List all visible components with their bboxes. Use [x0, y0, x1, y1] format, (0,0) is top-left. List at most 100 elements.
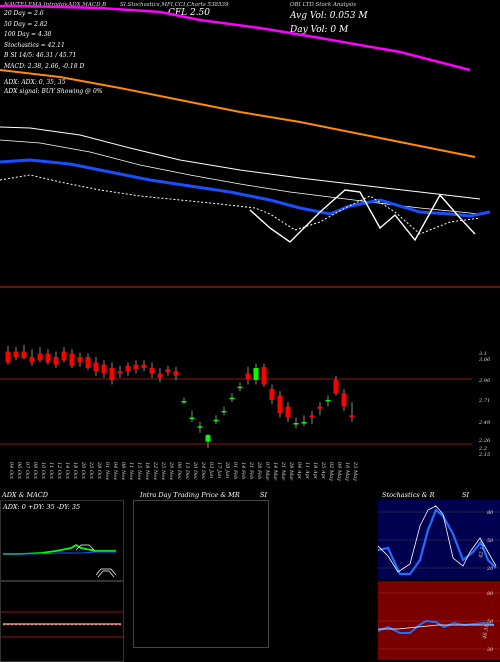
candle-body [341, 393, 347, 407]
candle-body [29, 357, 35, 363]
date-tick-label: 06 Dec [176, 462, 182, 480]
candle-body [301, 421, 307, 424]
indicator-100day: 100 Day = 4.38 [4, 31, 52, 38]
candle-body [101, 364, 107, 374]
candle-body [109, 368, 115, 381]
rsi-panel: 80 50 20 46.31 [378, 581, 500, 660]
candle-body [309, 415, 315, 418]
date-tick-label: 28 Oct [96, 461, 102, 480]
candle-body [277, 395, 283, 414]
indicator-rsi: B SI 14/5: 46.31 / 45.71 [4, 52, 77, 59]
ema-mid-line [0, 139, 481, 215]
candle-body [21, 351, 27, 359]
candle-body [245, 373, 251, 379]
indicator-block: 20 Day = 2.6 50 Day = 2.82 100 Day = 4.3… [4, 9, 84, 72]
date-tick-label: 28 Jan [224, 461, 230, 478]
intraday-si: SI [260, 491, 268, 499]
date-tick-label: 11 Nov [128, 462, 134, 480]
date-tick-label: 22 Nov [152, 461, 158, 480]
header-left-text: NAVTEJ EMA,Intraday,ADX,MACD,B [4, 2, 107, 8]
symbol-text: CFL 2.50 [168, 8, 211, 18]
ema-200-line [0, 4, 471, 72]
date-tick-label: 11 Apr [304, 462, 310, 480]
price-label: 3.1 [479, 351, 487, 357]
rsi-level: 80 [487, 591, 494, 597]
macd-marker-inner [97, 570, 115, 578]
stoch-level: 80 [487, 510, 494, 516]
adx-minus-line [3, 551, 116, 555]
candle-body [85, 357, 91, 368]
adx-panel: ADX: 0 +DY: 35 -DY: 35 [0, 500, 124, 581]
candle-body [69, 353, 75, 366]
date-tick-label: 18 Oct [72, 462, 78, 480]
date-tick-label: 14 Mar [272, 462, 278, 481]
adx-values: ADX: 0 +DY: 35 -DY: 35 [3, 503, 81, 511]
price-label: 2.49 [478, 420, 491, 426]
indicator-50day: 50 Day = 2.82 [4, 20, 48, 28]
date-tick-label: 04 Oct [8, 462, 14, 480]
date-tick-label: 02 May [328, 462, 334, 481]
date-tick-label: 07 Mar [264, 462, 270, 481]
candle-body [53, 357, 59, 365]
date-tick-label: 11 Oct [48, 462, 54, 480]
ema-50-line [0, 158, 491, 218]
price-line [249, 189, 476, 243]
macd-marker [95, 568, 117, 576]
date-axis: 04 Oct 06 Oct 07 Oct 08 Oct 10 Oct 11 Oct 12 O… [8, 461, 358, 481]
candle-body [325, 399, 331, 402]
candle-body [261, 366, 267, 385]
intraday-title: Intra Day Trading Price & MR [140, 491, 240, 499]
candle-body [157, 373, 163, 378]
candle-body [77, 357, 83, 363]
date-tick-label: 04 Nov [112, 462, 118, 480]
date-tick-label: 21 Mar [280, 461, 286, 481]
candle-body [117, 371, 123, 374]
candle-body [333, 380, 339, 394]
candle-body [189, 417, 195, 419]
candle-body [285, 406, 291, 418]
date-tick-label: 10 Oct [40, 462, 46, 480]
candle-body [133, 364, 139, 370]
date-tick-label: 13 Dec [184, 462, 190, 480]
candle-body [237, 386, 243, 389]
date-tick-label: 01 Feb [232, 462, 238, 479]
indicator-stochastics: Stochastics = 42.11 [4, 41, 65, 49]
rsi-line [378, 619, 495, 634]
price-label: 2.96 [478, 378, 491, 384]
candle-body [317, 406, 323, 409]
date-tick-label: 14 Oct [64, 462, 70, 480]
adx-line: ADX: ADX: 0, 35, 35 [4, 79, 66, 86]
main-chart: 3.1 3.06 2.96 2.71 2.49 2.26 2.2 2.15 04… [0, 4, 500, 481]
date-tick-label: 09 May [336, 462, 342, 481]
date-tick-label: 14 Feb [240, 462, 246, 479]
rsi-level: 50 [487, 619, 494, 625]
date-tick-label: 23 May [352, 461, 358, 481]
avg-volume: Avg Vol: 0.053 M [290, 11, 368, 21]
price-label: 3.06 [479, 357, 491, 363]
stochastics-chart: 80 50 20 42.11 [378, 505, 500, 576]
price-label: 2.15 [478, 452, 490, 458]
date-tick-label: 08 Nov [120, 462, 126, 480]
candle-body [93, 362, 99, 372]
candle-body [229, 397, 235, 400]
date-tick-label: 12 Oct [56, 462, 62, 480]
indicator-20day: 20 Day = 2.6 [4, 10, 44, 17]
date-tick-label: 08 Oct [32, 462, 38, 480]
date-tick-label: 28 Mar [288, 461, 294, 481]
candle-body [149, 368, 155, 374]
stochastics-d-line [378, 505, 497, 573]
ema-100-line [0, 69, 476, 158]
date-tick-label: 18 Nov [144, 462, 150, 480]
date-tick-label: 21 Feb [248, 461, 254, 479]
adx-chart [3, 543, 117, 578]
stochastics-k-line [378, 508, 497, 576]
stoch-si: SI [462, 491, 470, 499]
adx-signal-line: ADX signal: BUY Showing @ 0% [4, 88, 103, 95]
date-tick-label: 15 Nov [136, 462, 142, 480]
candle-body [5, 351, 11, 363]
candle-body [205, 435, 211, 442]
candle-body [253, 368, 259, 381]
candle-body [37, 353, 43, 361]
date-tick-label: 01 Nov [104, 462, 110, 480]
date-tick-label: 18 Apr [312, 462, 318, 480]
